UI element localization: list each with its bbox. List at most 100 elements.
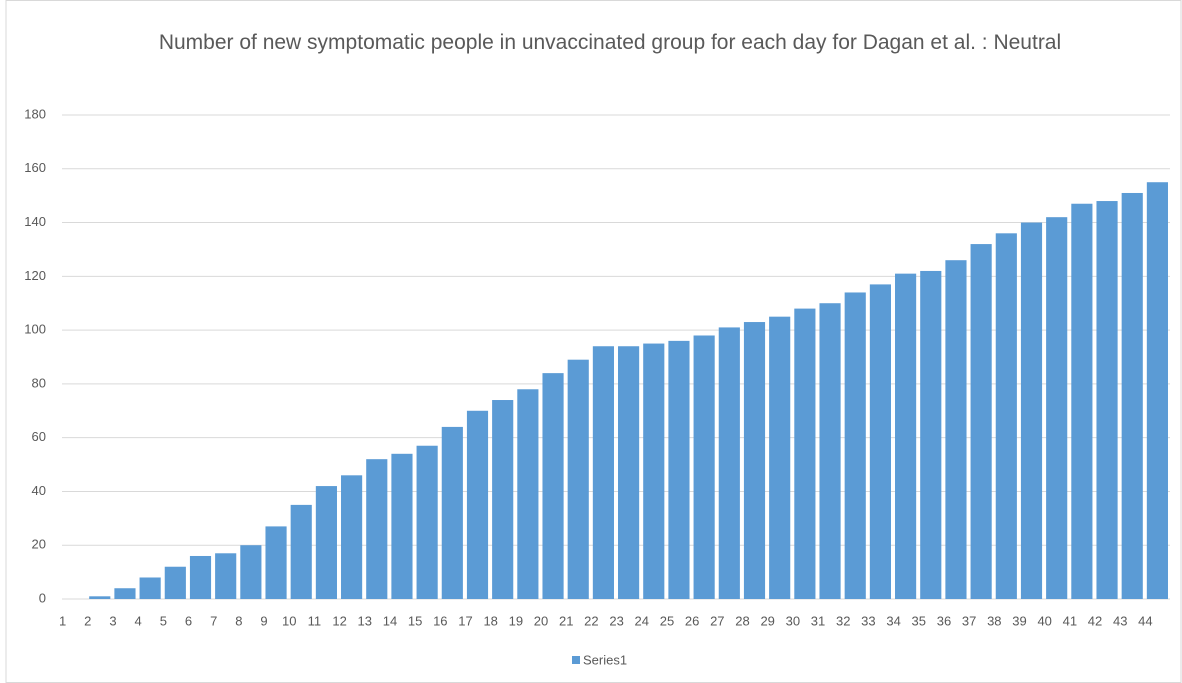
bar (441, 426, 463, 599)
x-tick-label: 11 (308, 613, 322, 628)
x-tick-label: 41 (1063, 613, 1077, 628)
x-tick-label: 26 (685, 613, 699, 628)
chart-title: Number of new symptomatic people in unva… (158, 31, 1062, 54)
x-tick-label: 5 (160, 613, 167, 628)
x-tick-label: 27 (710, 613, 724, 628)
bar (1121, 192, 1143, 599)
x-tick-label: 38 (987, 613, 1001, 628)
bar (869, 284, 891, 599)
bar (920, 270, 942, 599)
bar (693, 335, 715, 599)
bar (618, 346, 640, 599)
bar (1020, 222, 1043, 600)
x-tick-label: 20 (534, 613, 548, 628)
x-tick-label: 44 (1138, 613, 1152, 628)
y-tick-label: 100 (24, 322, 46, 337)
x-tick-label: 37 (962, 613, 976, 628)
x-tick-label: 28 (735, 613, 749, 628)
y-tick-label: 160 (24, 160, 46, 175)
x-tick-label: 35 (912, 613, 926, 628)
bar (164, 566, 186, 599)
x-tick-label: 9 (260, 613, 267, 628)
bar (668, 340, 690, 599)
bar (290, 504, 312, 599)
bar (114, 588, 136, 599)
bar (492, 400, 514, 599)
bar (189, 555, 212, 599)
y-tick-label: 140 (24, 214, 46, 229)
legend-label: Series1 (583, 652, 627, 667)
x-tick-label: 25 (660, 613, 674, 628)
x-tick-label: 13 (358, 613, 372, 628)
x-tick-label: 15 (408, 613, 422, 628)
bar (366, 459, 388, 599)
y-tick-label: 0 (39, 590, 46, 605)
bar (1046, 217, 1068, 599)
x-tick-label: 40 (1037, 613, 1051, 628)
bar (718, 327, 740, 599)
bar (1071, 203, 1093, 599)
x-tick-label: 1 (59, 613, 66, 628)
bar (240, 545, 262, 599)
y-tick-label: 20 (32, 537, 46, 552)
bar (643, 343, 665, 599)
x-tick-label: 18 (483, 613, 497, 628)
bar (341, 475, 363, 599)
y-tick-label: 40 (32, 483, 46, 498)
x-tick-label: 24 (635, 613, 649, 628)
x-tick-label: 3 (109, 613, 116, 628)
y-tick-label: 120 (24, 268, 46, 283)
bar (895, 273, 917, 599)
x-tick-label: 31 (811, 613, 825, 628)
bar (1096, 201, 1118, 600)
bar (517, 389, 539, 599)
x-tick-label: 34 (886, 613, 900, 628)
bar (139, 577, 161, 599)
bar (215, 553, 237, 599)
bar (391, 453, 413, 599)
y-tick-label: 60 (32, 429, 46, 444)
bar (970, 244, 992, 600)
bar (1146, 182, 1168, 599)
x-tick-label: 42 (1088, 613, 1102, 628)
x-tick-label: 17 (458, 613, 472, 628)
bar (265, 526, 287, 599)
bar (844, 292, 866, 599)
x-tick-label: 12 (332, 613, 346, 628)
x-tick-label: 23 (609, 613, 623, 628)
bar (769, 316, 791, 599)
bar (315, 486, 337, 599)
bar (743, 322, 766, 599)
x-tick-label: 2 (84, 613, 91, 628)
x-tick-label: 36 (937, 613, 951, 628)
bar (945, 260, 967, 599)
bar (567, 359, 589, 599)
x-tick-label: 21 (559, 613, 573, 628)
x-tick-label: 4 (135, 613, 142, 628)
bar (819, 303, 841, 599)
x-tick-label: 43 (1113, 613, 1127, 628)
x-tick-label: 7 (210, 613, 217, 628)
x-tick-label: 19 (509, 613, 523, 628)
x-tick-label: 29 (760, 613, 774, 628)
x-tick-label: 33 (861, 613, 875, 628)
x-tick-label: 30 (786, 613, 800, 628)
bar (542, 373, 564, 599)
x-tick-label: 14 (383, 613, 397, 628)
bar (466, 410, 489, 599)
x-tick-label: 8 (235, 613, 242, 628)
x-tick-label: 10 (282, 613, 296, 628)
bar (89, 596, 111, 599)
bar (794, 308, 816, 599)
legend-swatch (572, 656, 580, 664)
x-tick-label: 16 (433, 613, 447, 628)
x-tick-label: 32 (836, 613, 850, 628)
bar (995, 233, 1017, 600)
x-tick-label: 39 (1012, 613, 1026, 628)
bar (592, 346, 614, 599)
x-tick-label: 6 (185, 613, 192, 628)
y-tick-label: 180 (24, 106, 46, 121)
y-tick-label: 80 (32, 375, 46, 390)
